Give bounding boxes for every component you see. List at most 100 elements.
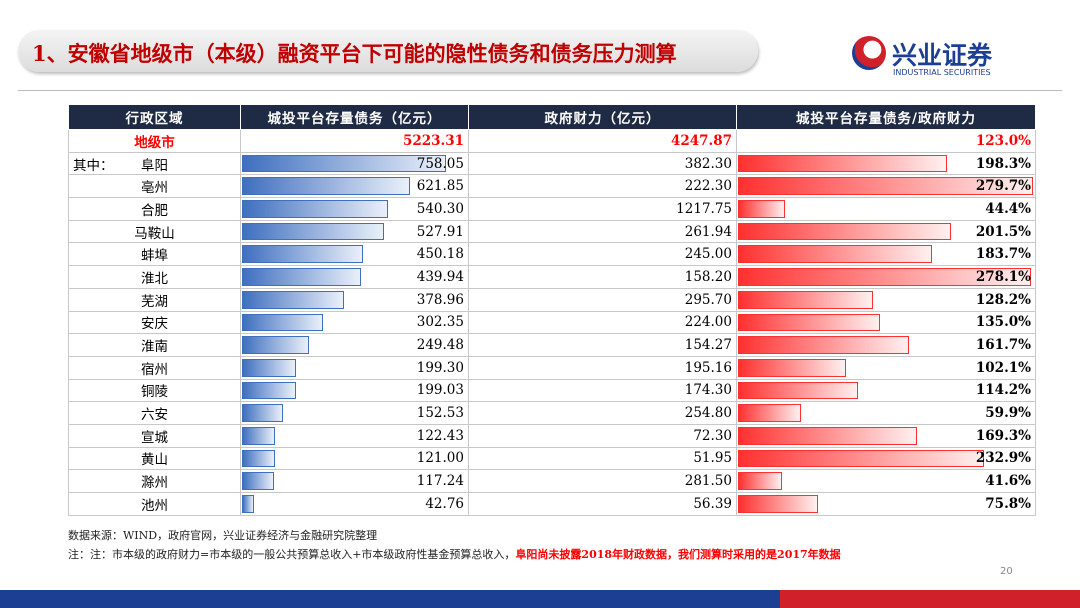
group-label: 其中： xyxy=(73,157,114,174)
note-text: 注：注：市本级的政府财力=市本级的一般公共预算总收入+市本级政府性基金预算总收入… xyxy=(68,548,516,561)
region: 蚌埠 xyxy=(141,248,168,265)
value-cell: 42.76 xyxy=(240,492,469,516)
table-row: 宿州 199.30 195.16 102.1% xyxy=(68,355,1036,380)
value-cell: 245.00 xyxy=(468,242,737,267)
cell-value: 44.4% xyxy=(985,200,1031,217)
cell-value: 123.0% xyxy=(975,132,1031,149)
region-cell: 池州 xyxy=(68,492,241,516)
region: 亳州 xyxy=(141,180,168,197)
value-cell: 450.18 xyxy=(240,242,469,267)
cell-value: 279.7% xyxy=(975,178,1031,195)
region: 六安 xyxy=(141,407,168,424)
table-row: 其中： 阜阳 758.05 382.30 198.3% xyxy=(68,151,1036,176)
region: 池州 xyxy=(141,497,168,514)
region-cell: 淮北 xyxy=(68,265,241,289)
cell-value: 169.3% xyxy=(975,427,1031,444)
value-cell: 224.00 xyxy=(468,310,737,335)
cell-value: 183.7% xyxy=(975,246,1031,263)
cell-value: 199.03 xyxy=(416,382,464,399)
cell-value: 232.9% xyxy=(975,450,1031,467)
ratio-bar xyxy=(738,177,1034,196)
ratio-bar xyxy=(738,200,785,218)
table-body: 地级市 5223.31 4247.87 123.0% 其中： 阜阳 758.05 382.30… xyxy=(68,129,1036,516)
value-cell: 158.20 xyxy=(468,265,737,289)
ratio-bar xyxy=(738,358,846,377)
value-cell: 249.48 xyxy=(240,333,469,357)
region: 地级市 xyxy=(134,134,175,151)
cell-value: 1217.75 xyxy=(676,200,732,217)
cell-value: 56.39 xyxy=(693,495,732,512)
region-cell: 马鞍山 xyxy=(68,219,241,244)
cell-value: 75.8% xyxy=(985,495,1031,512)
region: 黄山 xyxy=(141,452,168,469)
cell-value: 382.30 xyxy=(684,155,732,172)
region-cell: 地级市 xyxy=(68,129,241,153)
region: 宿州 xyxy=(141,361,168,378)
cell-value: 195.16 xyxy=(684,359,732,376)
cell-value: 121.00 xyxy=(416,450,464,467)
header-row: 行政区域 城投平台存量债务（亿元） 政府财力（亿元） 城投平台存量债务/政府财力 xyxy=(68,104,1036,130)
region: 马鞍山 xyxy=(134,225,175,242)
debt-bar xyxy=(242,290,345,309)
table-row: 安庆 302.35 224.00 135.0% xyxy=(68,310,1036,335)
value-cell: 117.24 xyxy=(240,469,469,493)
value-cell: 5223.31 xyxy=(240,129,469,153)
cell-value: 161.7% xyxy=(975,337,1031,354)
value-cell: 199.03 xyxy=(240,378,469,403)
debt-bar xyxy=(242,336,310,354)
ratio-bar xyxy=(738,449,984,468)
value-cell: 152.53 xyxy=(240,401,469,425)
value-cell: 121.00 xyxy=(240,446,469,471)
logo xyxy=(852,36,886,70)
page-number: 20 xyxy=(1000,566,1013,577)
footer-band xyxy=(0,590,780,608)
debt-bar xyxy=(242,245,364,264)
cell-value: 4247.87 xyxy=(670,132,732,149)
debt-bar xyxy=(242,222,385,241)
cell-value: 199.30 xyxy=(416,359,464,376)
ratio-bar xyxy=(738,313,881,332)
debt-bar xyxy=(242,358,296,377)
cell-value: 450.18 xyxy=(416,246,464,263)
cell-value: 540.30 xyxy=(416,200,464,217)
region: 淮南 xyxy=(141,339,168,356)
region-cell: 安庆 xyxy=(68,310,241,335)
cell-value: 135.0% xyxy=(975,314,1031,331)
value-cell: 154.27 xyxy=(468,333,737,357)
cell-value: 527.91 xyxy=(416,223,464,240)
ratio-cell: 114.2% xyxy=(736,378,1036,403)
region-cell: 宣城 xyxy=(68,423,241,448)
value-cell: 56.39 xyxy=(468,492,737,516)
value-cell: 382.30 xyxy=(468,151,737,176)
source: 数据来源：WIND，政府官网，兴业证券经济与金融研究院整理 xyxy=(68,529,378,542)
table-row: 淮北 439.94 158.20 278.1% xyxy=(68,265,1036,289)
region: 滁州 xyxy=(141,475,168,492)
table-row: 合肥 540.30 1217.75 44.4% xyxy=(68,197,1036,221)
ratio-cell: 201.5% xyxy=(736,219,1036,244)
region-cell: 六安 xyxy=(68,401,241,425)
ratio-bar xyxy=(738,404,802,422)
region: 铜陵 xyxy=(141,384,168,401)
region-cell: 滁州 xyxy=(68,469,241,493)
table-row: 淮南 249.48 154.27 161.7% xyxy=(68,333,1036,357)
region-cell: 蚌埠 xyxy=(68,242,241,267)
table-row: 蚌埠 450.18 245.00 183.7% xyxy=(68,242,1036,267)
ratio-bar xyxy=(738,336,909,354)
ratio-bar xyxy=(738,245,932,264)
cell-value: 42.76 xyxy=(425,495,464,512)
debt-bar xyxy=(242,177,410,196)
value-cell: 222.30 xyxy=(468,174,737,199)
value-cell: 758.05 xyxy=(240,151,469,176)
brand: 兴业证券 xyxy=(892,41,993,70)
value-cell: 174.30 xyxy=(468,378,737,403)
cell-value: 245.00 xyxy=(684,246,732,263)
cell-value: 249.48 xyxy=(416,337,464,354)
region-cell: 黄山 xyxy=(68,446,241,471)
notes: 数据来源：WIND，政府官网，兴业证券经济与金融研究院整理 注：注：市本级的政府… xyxy=(68,526,841,564)
cell-value: 114.2% xyxy=(975,382,1031,399)
value-cell: 72.30 xyxy=(468,423,737,448)
ratio-cell: 161.7% xyxy=(736,333,1036,357)
table-row: 亳州 621.85 222.30 279.7% xyxy=(68,174,1036,199)
value-cell: 621.85 xyxy=(240,174,469,199)
